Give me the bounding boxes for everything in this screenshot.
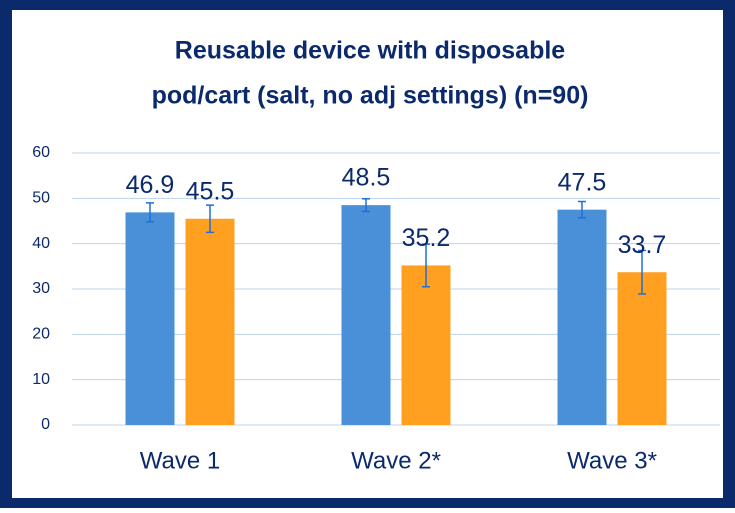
bar <box>185 218 235 425</box>
y-tick-label: 20 <box>32 326 50 343</box>
bar <box>557 209 607 425</box>
y-tick-label: 40 <box>32 235 50 252</box>
x-tick-label: Wave 3* <box>567 447 657 474</box>
value-label: 46.9 <box>126 171 175 199</box>
y-tick-label: 30 <box>32 280 50 297</box>
value-label: 48.5 <box>342 164 391 192</box>
y-tick-label: 60 <box>32 144 50 161</box>
x-tick-label: Wave 2* <box>351 447 441 474</box>
value-label: 35.2 <box>402 224 451 252</box>
bar <box>401 265 451 425</box>
bar <box>341 205 391 425</box>
chart-title: pod/cart (salt, no adj settings) (n=90) <box>152 82 589 110</box>
value-label: 33.7 <box>618 231 667 259</box>
bar <box>617 272 667 425</box>
y-tick-label: 10 <box>32 371 50 388</box>
x-tick-label: Wave 1 <box>140 447 220 474</box>
y-tick-label: 0 <box>41 416 50 433</box>
y-tick-label: 50 <box>32 190 50 207</box>
chart-title: Reusable device with disposable <box>175 37 566 65</box>
bar <box>125 212 175 425</box>
value-label: 47.5 <box>558 168 607 196</box>
value-label: 45.5 <box>186 177 235 205</box>
